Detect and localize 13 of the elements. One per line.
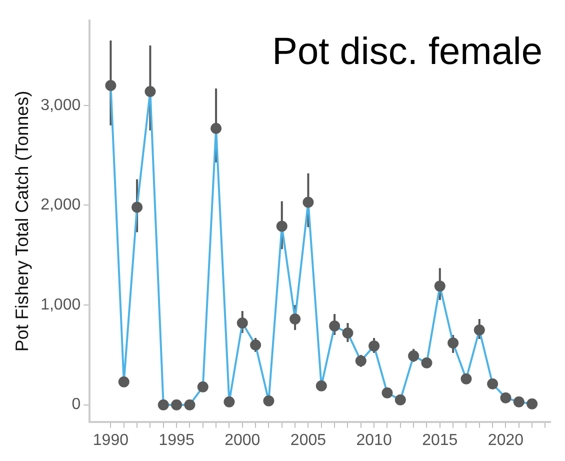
x-tick-label: 2020 [488,432,524,449]
x-tick-label: 2015 [422,432,458,449]
y-tick-label: 0 [72,396,81,414]
x-tick-label: 1990 [92,432,129,449]
x-tick-label: 2010 [356,432,392,449]
chart-title: Pot disc. female [272,31,542,74]
x-tick-label: 2000 [224,432,260,449]
y-tick-label: 2,000 [40,196,81,214]
y-axis-title: Pot Fishery Total Catch (Tonnes) [12,90,32,352]
x-tick-label: 2005 [290,432,326,449]
y-tick-label: 1,000 [40,296,81,314]
x-tick-label: 1995 [158,432,194,449]
y-tick-label: 3,000 [40,96,81,114]
